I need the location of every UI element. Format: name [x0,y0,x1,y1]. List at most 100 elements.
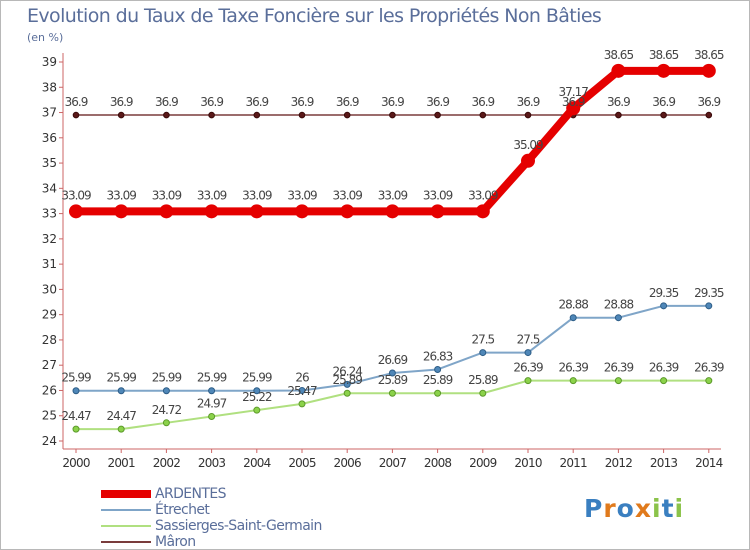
data-label-ardentes: 33.09 [61,188,91,202]
data-label-maron: 36.9 [65,95,88,109]
logo-letter: t [661,494,675,523]
data-point-sassierges [614,377,622,385]
data-label-etrechet: 28.88 [559,298,589,312]
x-tick-label: 2011 [560,456,588,470]
data-label-maron: 36.9 [607,95,630,109]
data-label-sassierges: 26.39 [604,361,634,375]
legend-swatch [101,525,151,527]
data-label-etrechet: 29.35 [649,286,679,300]
data-point-sassierges [569,377,577,385]
data-point-sassierges [705,377,713,385]
logo-letter: i [674,494,685,523]
chart-title: Evolution du Taux de Taxe Foncière sur l… [27,5,602,27]
data-label-ardentes: 33.09 [197,188,227,202]
data-label-sassierges: 26.39 [694,361,724,375]
legend-swatch [101,490,151,498]
x-tick-label: 2009 [469,456,497,470]
data-label-etrechet: 25.99 [197,371,227,385]
data-label-maron: 36.9 [697,95,720,109]
data-label-ardentes: 37.17 [559,85,589,99]
x-tick-label: 2013 [650,456,678,470]
data-label-sassierges: 26.39 [649,361,679,375]
data-point-maron [253,111,261,119]
data-point-sassierges [253,406,261,414]
logo-letter: P [584,494,604,523]
data-point-sassierges [434,389,442,397]
data-label-maron: 36.9 [155,95,178,109]
data-point-maron [615,111,622,119]
data-point-sassierges [524,377,532,385]
data-point-etrechet [253,387,261,395]
data-label-sassierges: 25.89 [423,373,453,387]
data-label-etrechet: 27.5 [517,333,540,347]
logo-letter: x [634,494,652,523]
y-tick-label: 29 [42,308,57,322]
legend-label: ARDENTES [155,486,226,502]
data-label-ardentes: 33.09 [423,188,453,202]
data-point-etrechet [434,365,442,373]
data-point-maron [705,111,713,119]
data-label-ardentes: 33.09 [287,188,317,202]
x-tick-label: 2012 [605,456,633,470]
data-label-maron: 36.9 [471,95,494,109]
logo-letter: i [652,494,662,523]
data-point-ardentes [521,153,535,168]
data-point-ardentes [295,204,309,219]
data-label-sassierges: 25.89 [378,373,408,387]
data-point-maron [524,111,532,119]
x-tick-label: 2003 [198,456,226,470]
data-point-etrechet [343,380,351,388]
data-point-etrechet [479,349,487,357]
data-label-ardentes: 33.09 [242,188,272,202]
data-label-ardentes: 33.09 [468,188,498,202]
data-point-maron [163,111,170,119]
legend-swatch [101,509,151,511]
y-tick-label: 30 [42,282,57,296]
data-label-maron: 36.9 [110,95,133,109]
data-point-ardentes [430,204,445,219]
data-label-ardentes: 33.09 [333,188,363,202]
y-tick-label: 34 [42,181,57,195]
data-label-etrechet: 27.5 [471,333,494,347]
data-point-etrechet [660,302,668,310]
data-point-ardentes [385,204,400,219]
data-point-etrechet [388,369,396,377]
data-label-etrechet: 25.99 [61,371,91,385]
data-point-sassierges [479,389,487,397]
logo-letter: r [603,494,617,523]
data-point-maron [72,111,80,119]
y-tick-label: 31 [42,257,57,271]
data-label-ardentes: 33.09 [378,188,408,202]
data-label-etrechet: 25.99 [242,371,272,385]
data-point-maron [479,111,487,119]
x-tick-label: 2006 [334,456,362,470]
x-tick-label: 2001 [108,456,136,470]
data-point-etrechet [298,386,306,394]
y-tick-label: 24 [42,434,57,448]
data-point-sassierges [72,425,80,433]
data-label-etrechet: 26.24 [333,364,363,378]
data-point-etrechet [569,314,577,322]
data-label-etrechet: 26.83 [423,349,453,363]
data-point-ardentes [159,204,174,219]
data-label-ardentes: 33.09 [107,188,137,202]
y-tick-label: 27 [42,358,57,372]
data-label-sassierges: 25.22 [242,390,272,404]
data-point-ardentes [656,63,671,78]
y-tick-label: 25 [42,409,57,423]
y-tick-label: 32 [42,232,57,246]
data-point-ardentes [340,204,355,219]
data-label-maron: 36.9 [245,95,268,109]
legend-label: Sassierges-Saint-Germain [155,518,322,534]
x-tick-label: 2014 [695,456,723,470]
x-tick-label: 2000 [62,456,90,470]
data-label-maron: 36.9 [652,95,675,109]
data-label-ardentes: 35.09 [513,138,543,152]
data-point-sassierges [660,377,668,385]
data-point-maron [343,111,351,119]
data-point-sassierges [208,412,216,420]
x-tick-label: 2002 [153,456,181,470]
y-tick-label: 36 [42,131,57,145]
x-tick-label: 2007 [379,456,407,470]
